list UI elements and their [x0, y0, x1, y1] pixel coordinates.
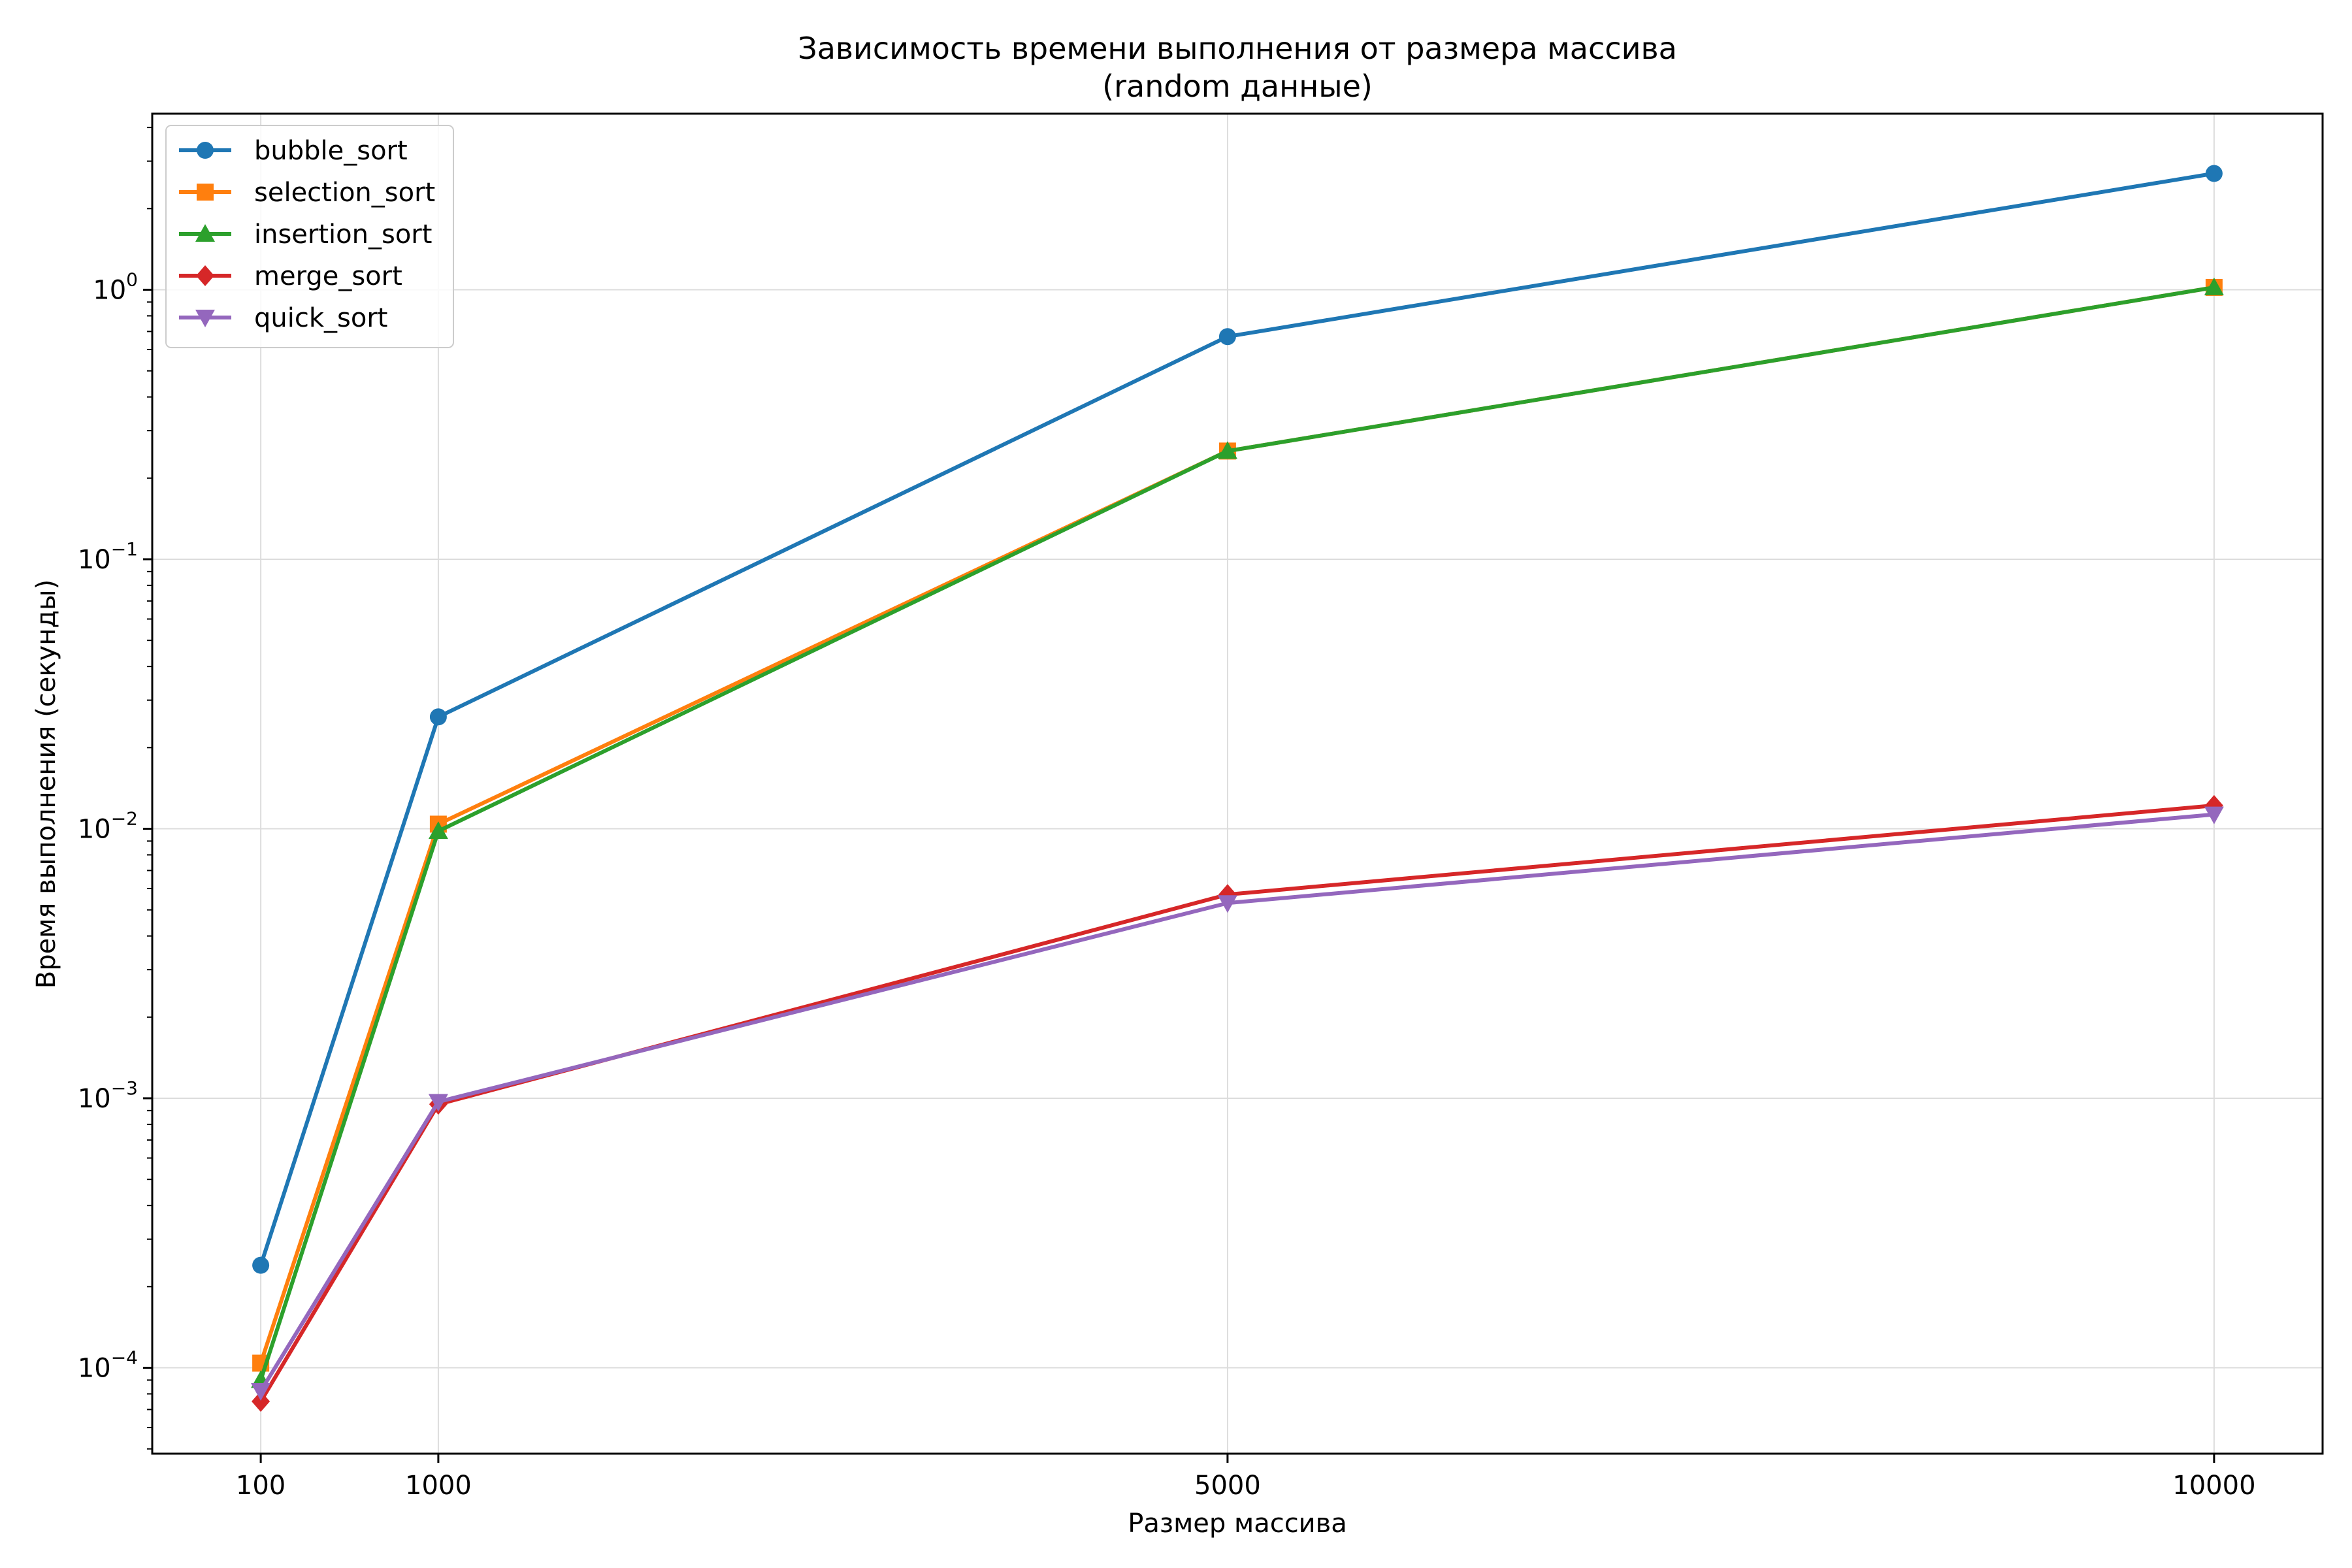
series-line [259, 803, 2215, 1403]
y-tick-label: 10−2 [78, 808, 138, 844]
axes: 100 1000 5000 10000 10−4 10−3 10−2 10−1 100 [78, 127, 2256, 1501]
x-tick-label: 100 [236, 1471, 286, 1501]
x-tick-label: 5000 [1194, 1471, 1261, 1501]
legend-marker [197, 184, 214, 201]
plot-frame [151, 112, 2324, 1455]
data-point [1218, 328, 1236, 346]
series-layer [251, 165, 2224, 1413]
series-line [259, 171, 2215, 1266]
legend-label: quick_sort [254, 303, 387, 333]
y-tick-label: 10−4 [78, 1347, 138, 1384]
series-quick_sort [251, 806, 2224, 1401]
series-line [259, 285, 2215, 1381]
data-point [2204, 277, 2224, 295]
x-tick-label: 10000 [2172, 1471, 2255, 1501]
series-merge_sort [252, 794, 2223, 1413]
series-selection_sort [252, 278, 2223, 1372]
y-axis-label: Время выполнения (секунды) [31, 580, 61, 988]
data-point [251, 1383, 271, 1401]
legend-label: merge_sort [254, 261, 402, 291]
x-tick-label: 1000 [405, 1471, 472, 1501]
series-line [259, 812, 2215, 1392]
y-tick-label: 100 [93, 269, 138, 305]
data-point [428, 821, 448, 840]
y-tick-label: 10−1 [78, 538, 138, 575]
grid [152, 114, 2323, 1454]
chart-title: Зависимость времени выполнения от размер… [798, 31, 1677, 66]
legend-box [165, 125, 454, 348]
legend-marker [195, 224, 215, 242]
series-bubble_sort [252, 165, 2223, 1274]
data-point [252, 1391, 270, 1413]
data-point [2204, 806, 2224, 825]
data-point [428, 1094, 448, 1112]
data-point [2205, 165, 2223, 182]
data-point [1217, 895, 1237, 913]
data-point [252, 1256, 270, 1274]
legend-marker [197, 142, 214, 159]
legend-label: bubble_sort [254, 136, 408, 166]
data-point [429, 708, 447, 726]
legend-label: insertion_sort [254, 220, 432, 250]
x-axis-label: Размер массива [1128, 1509, 1347, 1539]
legend-marker [195, 310, 215, 327]
y-tick-label: 10−3 [78, 1077, 138, 1114]
data-point [1217, 441, 1237, 459]
legend-marker [196, 265, 214, 286]
legend: bubble_sort selection_sort insertion_sortm… [165, 125, 454, 348]
chart-subtitle: (random данные) [1102, 69, 1373, 104]
legend-label: selection_sort [254, 178, 435, 208]
